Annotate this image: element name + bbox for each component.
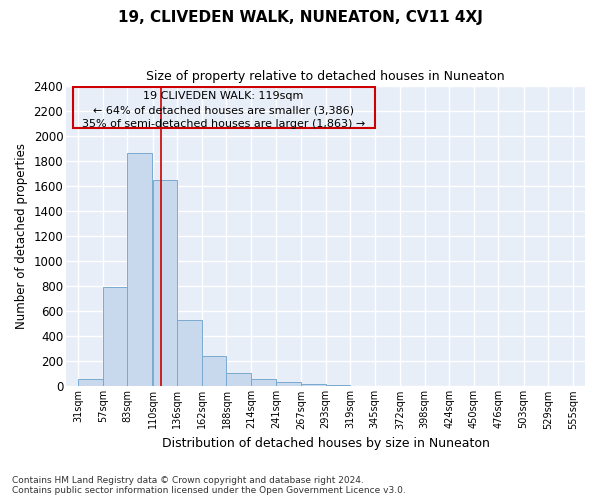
X-axis label: Distribution of detached houses by size in Nuneaton: Distribution of detached houses by size … [161,437,490,450]
Bar [103,288,127,386]
Bar [326,384,350,386]
Text: ← 64% of detached houses are smaller (3,386): ← 64% of detached houses are smaller (3,… [93,106,354,116]
Y-axis label: Number of detached properties: Number of detached properties [15,143,28,329]
Bar [178,320,202,386]
Text: 19 CLIVEDEN WALK: 119sqm: 19 CLIVEDEN WALK: 119sqm [143,91,304,101]
Text: 19, CLIVEDEN WALK, NUNEATON, CV11 4XJ: 19, CLIVEDEN WALK, NUNEATON, CV11 4XJ [118,10,482,25]
Bar [153,180,178,386]
Bar [202,356,226,386]
Text: 35% of semi-detached houses are larger (1,863) →: 35% of semi-detached houses are larger (… [82,119,365,129]
Bar [226,372,251,386]
Bar [277,382,301,386]
Bar [79,379,103,386]
Bar [127,153,152,386]
Bar [301,384,326,386]
Bar [73,88,374,128]
Text: Contains HM Land Registry data © Crown copyright and database right 2024.
Contai: Contains HM Land Registry data © Crown c… [12,476,406,495]
Title: Size of property relative to detached houses in Nuneaton: Size of property relative to detached ho… [146,70,505,83]
Bar [251,380,275,386]
